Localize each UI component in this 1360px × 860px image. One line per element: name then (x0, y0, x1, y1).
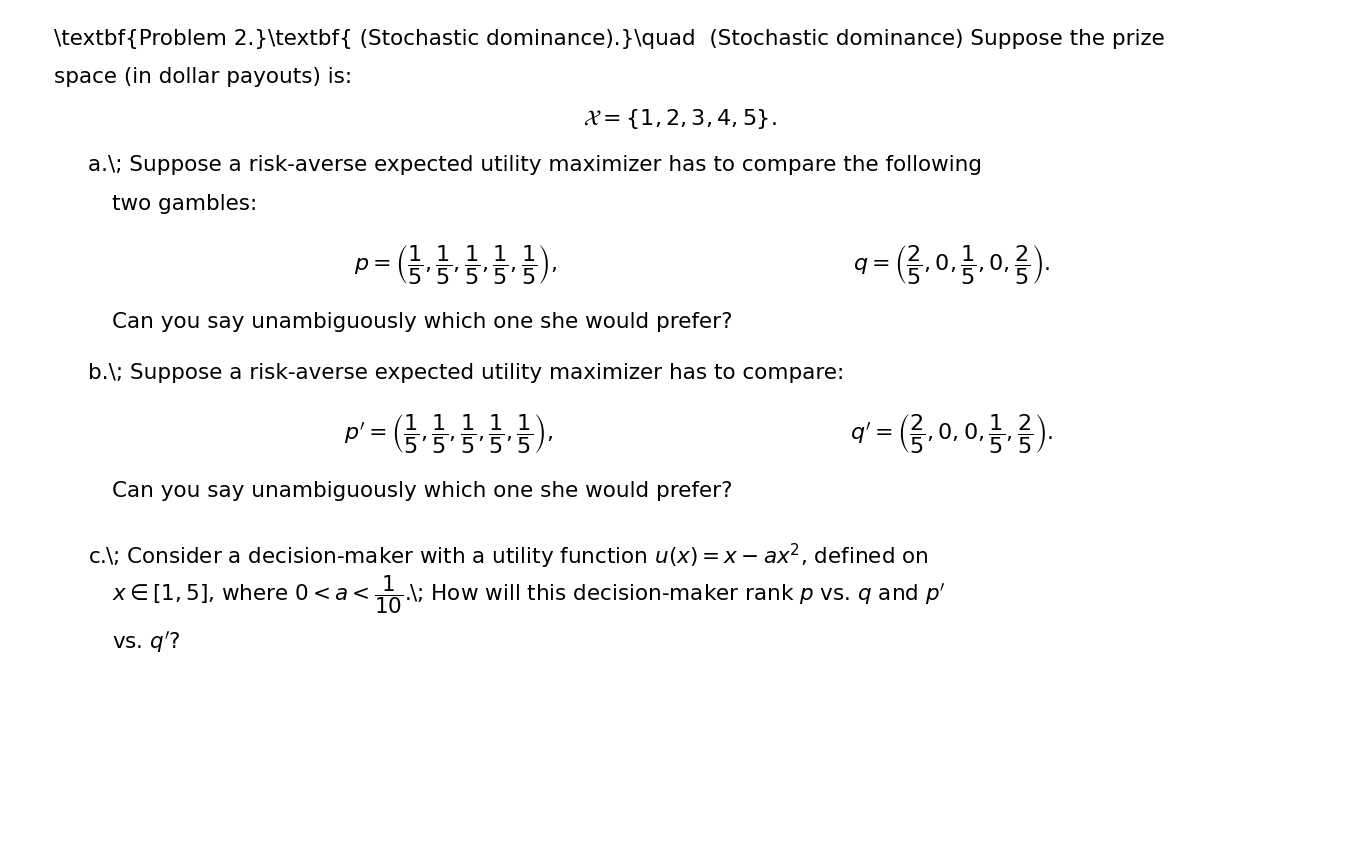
Text: space (in dollar payouts) is:: space (in dollar payouts) is: (54, 67, 352, 88)
Text: $\mathcal{X} = \{1, 2, 3, 4, 5\}.$: $\mathcal{X} = \{1, 2, 3, 4, 5\}.$ (583, 107, 777, 131)
Text: vs. $q'$?: vs. $q'$? (112, 630, 181, 655)
Text: c.\; Consider a decision-maker with a utility function $u(x) = x - ax^2$, define: c.\; Consider a decision-maker with a ut… (88, 542, 929, 571)
Text: two gambles:: two gambles: (112, 194, 257, 214)
Text: $p' = \left(\dfrac{1}{5}, \dfrac{1}{5}, \dfrac{1}{5}, \dfrac{1}{5}, \dfrac{1}{5}: $p' = \left(\dfrac{1}{5}, \dfrac{1}{5}, … (344, 412, 554, 455)
Text: \textbf{Problem 2.}\textbf{ (Stochastic dominance).}\quad  (Stochastic dominance: \textbf{Problem 2.}\textbf{ (Stochastic … (54, 28, 1166, 49)
Text: $q' = \left(\dfrac{2}{5}, 0, 0, \dfrac{1}{5}, \dfrac{2}{5}\right).$: $q' = \left(\dfrac{2}{5}, 0, 0, \dfrac{1… (850, 412, 1054, 455)
Text: b.\; Suppose a risk-averse expected utility maximizer has to compare:: b.\; Suppose a risk-averse expected util… (88, 363, 845, 384)
Text: $q = \left(\dfrac{2}{5}, 0, \dfrac{1}{5}, 0, \dfrac{2}{5}\right).$: $q = \left(\dfrac{2}{5}, 0, \dfrac{1}{5}… (853, 243, 1051, 286)
Text: Can you say unambiguously which one she would prefer?: Can you say unambiguously which one she … (112, 481, 732, 501)
Text: Can you say unambiguously which one she would prefer?: Can you say unambiguously which one she … (112, 311, 732, 332)
Text: $p = \left(\dfrac{1}{5}, \dfrac{1}{5}, \dfrac{1}{5}, \dfrac{1}{5}, \dfrac{1}{5}\: $p = \left(\dfrac{1}{5}, \dfrac{1}{5}, \… (354, 243, 558, 286)
Text: a.\; Suppose a risk-averse expected utility maximizer has to compare the followi: a.\; Suppose a risk-averse expected util… (88, 155, 982, 175)
Text: $x \in [1, 5]$, where $0 < a < \dfrac{1}{10}$.\; How will this decision-maker ra: $x \in [1, 5]$, where $0 < a < \dfrac{1}… (112, 574, 945, 617)
